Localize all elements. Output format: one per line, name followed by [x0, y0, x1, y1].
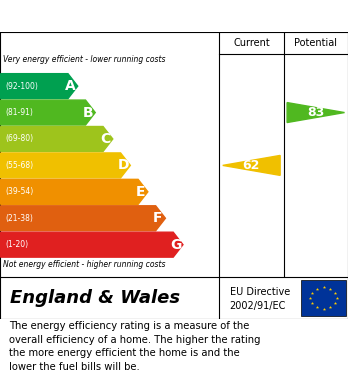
Text: (21-38): (21-38) — [5, 214, 33, 223]
Polygon shape — [223, 155, 280, 176]
Text: Current: Current — [233, 38, 270, 48]
Text: 2002/91/EC: 2002/91/EC — [230, 301, 286, 310]
Polygon shape — [1, 206, 165, 231]
Text: D: D — [118, 158, 129, 172]
Text: (92-100): (92-100) — [5, 82, 38, 91]
Text: Potential: Potential — [294, 38, 337, 48]
Text: 83: 83 — [307, 106, 324, 119]
Polygon shape — [1, 153, 130, 178]
Polygon shape — [287, 102, 345, 122]
Text: B: B — [83, 106, 93, 120]
Text: 62: 62 — [243, 159, 260, 172]
Text: E: E — [135, 185, 145, 199]
Text: England & Wales: England & Wales — [10, 289, 181, 307]
Text: (81-91): (81-91) — [5, 108, 33, 117]
Text: (39-54): (39-54) — [5, 187, 33, 196]
Text: A: A — [65, 79, 76, 93]
Polygon shape — [1, 179, 148, 204]
Text: Not energy efficient - higher running costs: Not energy efficient - higher running co… — [3, 260, 166, 269]
Text: Energy Efficiency Rating: Energy Efficiency Rating — [9, 9, 230, 23]
Text: (1-20): (1-20) — [5, 240, 28, 249]
Text: G: G — [171, 238, 182, 252]
Text: (55-68): (55-68) — [5, 161, 33, 170]
Text: (69-80): (69-80) — [5, 135, 33, 143]
FancyBboxPatch shape — [301, 280, 346, 316]
Text: C: C — [100, 132, 111, 146]
Text: Very energy efficient - lower running costs: Very energy efficient - lower running co… — [3, 55, 166, 64]
Text: The energy efficiency rating is a measure of the
overall efficiency of a home. T: The energy efficiency rating is a measur… — [9, 321, 260, 372]
Polygon shape — [1, 74, 78, 99]
Polygon shape — [1, 232, 183, 257]
Text: F: F — [153, 211, 163, 225]
Polygon shape — [1, 127, 113, 151]
Polygon shape — [1, 100, 95, 125]
Text: EU Directive: EU Directive — [230, 287, 290, 297]
